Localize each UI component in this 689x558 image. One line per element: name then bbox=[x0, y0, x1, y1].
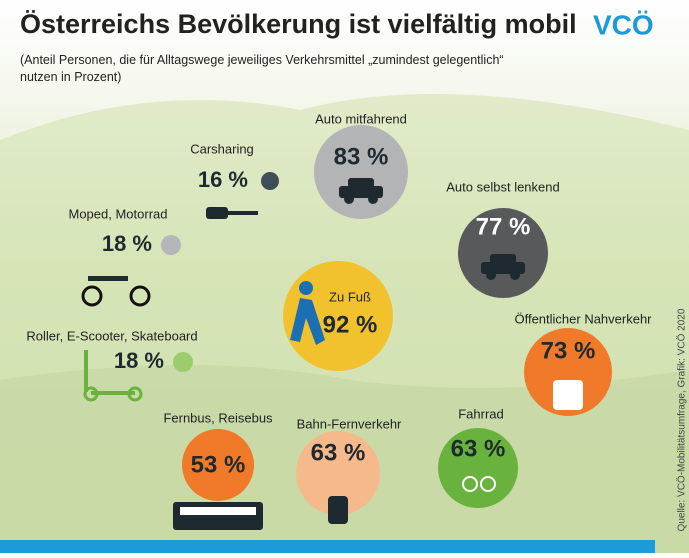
icon bbox=[180, 507, 256, 515]
value-label: 83 % bbox=[334, 143, 389, 170]
bubble bbox=[182, 429, 254, 501]
icon bbox=[462, 476, 478, 492]
icon bbox=[228, 211, 258, 215]
category-label: Zu Fuß bbox=[329, 289, 371, 304]
icon bbox=[88, 276, 128, 281]
icon bbox=[81, 285, 103, 307]
value-label: 77 % bbox=[476, 213, 531, 240]
icon bbox=[348, 178, 374, 188]
bubble bbox=[524, 328, 612, 416]
icon bbox=[91, 391, 135, 395]
bubble bbox=[173, 352, 193, 372]
subtitle: (Anteil Personen, die für Alltagswege je… bbox=[20, 53, 504, 84]
value-label: 16 % bbox=[198, 167, 248, 192]
value-label: 92 % bbox=[323, 311, 378, 338]
icon bbox=[368, 194, 378, 204]
icon bbox=[490, 254, 516, 264]
category-label: Auto mitfahrend bbox=[315, 111, 407, 126]
title: Österreichs Bevölkerung ist vielfältig m… bbox=[20, 9, 577, 39]
icon bbox=[344, 194, 354, 204]
logo: VCÖ bbox=[593, 9, 654, 40]
value-label: 18 % bbox=[102, 231, 152, 256]
value-label: 18 % bbox=[114, 348, 164, 373]
bubble bbox=[438, 428, 518, 508]
footer-bar bbox=[0, 540, 655, 553]
source: Quelle: VCÖ-Mobilitätsumfrage, Grafik: V… bbox=[676, 308, 688, 531]
icon bbox=[486, 270, 496, 280]
value-label: 63 % bbox=[311, 439, 366, 466]
icon bbox=[553, 380, 583, 410]
bubble bbox=[314, 125, 408, 219]
bubble bbox=[161, 235, 181, 255]
bubble bbox=[261, 172, 279, 190]
icon bbox=[328, 496, 348, 524]
category-label: Auto selbst lenkend bbox=[446, 179, 559, 194]
icon bbox=[173, 502, 263, 530]
icon bbox=[299, 281, 313, 295]
value-label: 73 % bbox=[541, 337, 596, 364]
icon bbox=[480, 476, 496, 492]
value-label: 63 % bbox=[451, 435, 506, 462]
icon bbox=[290, 298, 325, 345]
value-label: 53 % bbox=[191, 451, 246, 478]
category-label: Öffentlicher Nahverkehr bbox=[514, 311, 652, 326]
bubble bbox=[296, 431, 380, 515]
icon bbox=[129, 285, 151, 307]
category-label: Fahrrad bbox=[458, 406, 504, 421]
category-label: Bahn-Fernverkehr bbox=[297, 416, 402, 431]
bubble bbox=[458, 208, 548, 298]
icon bbox=[84, 350, 88, 392]
category-label: Carsharing bbox=[190, 141, 254, 156]
icon bbox=[510, 270, 520, 280]
category-label: Fernbus, Reisebus bbox=[163, 410, 273, 425]
category-label: Moped, Motorrad bbox=[69, 206, 168, 221]
category-label: Roller, E-Scooter, Skateboard bbox=[26, 328, 197, 343]
subtitle-box: (Anteil Personen, die für Alltagswege je… bbox=[20, 53, 504, 84]
icon bbox=[206, 207, 228, 219]
